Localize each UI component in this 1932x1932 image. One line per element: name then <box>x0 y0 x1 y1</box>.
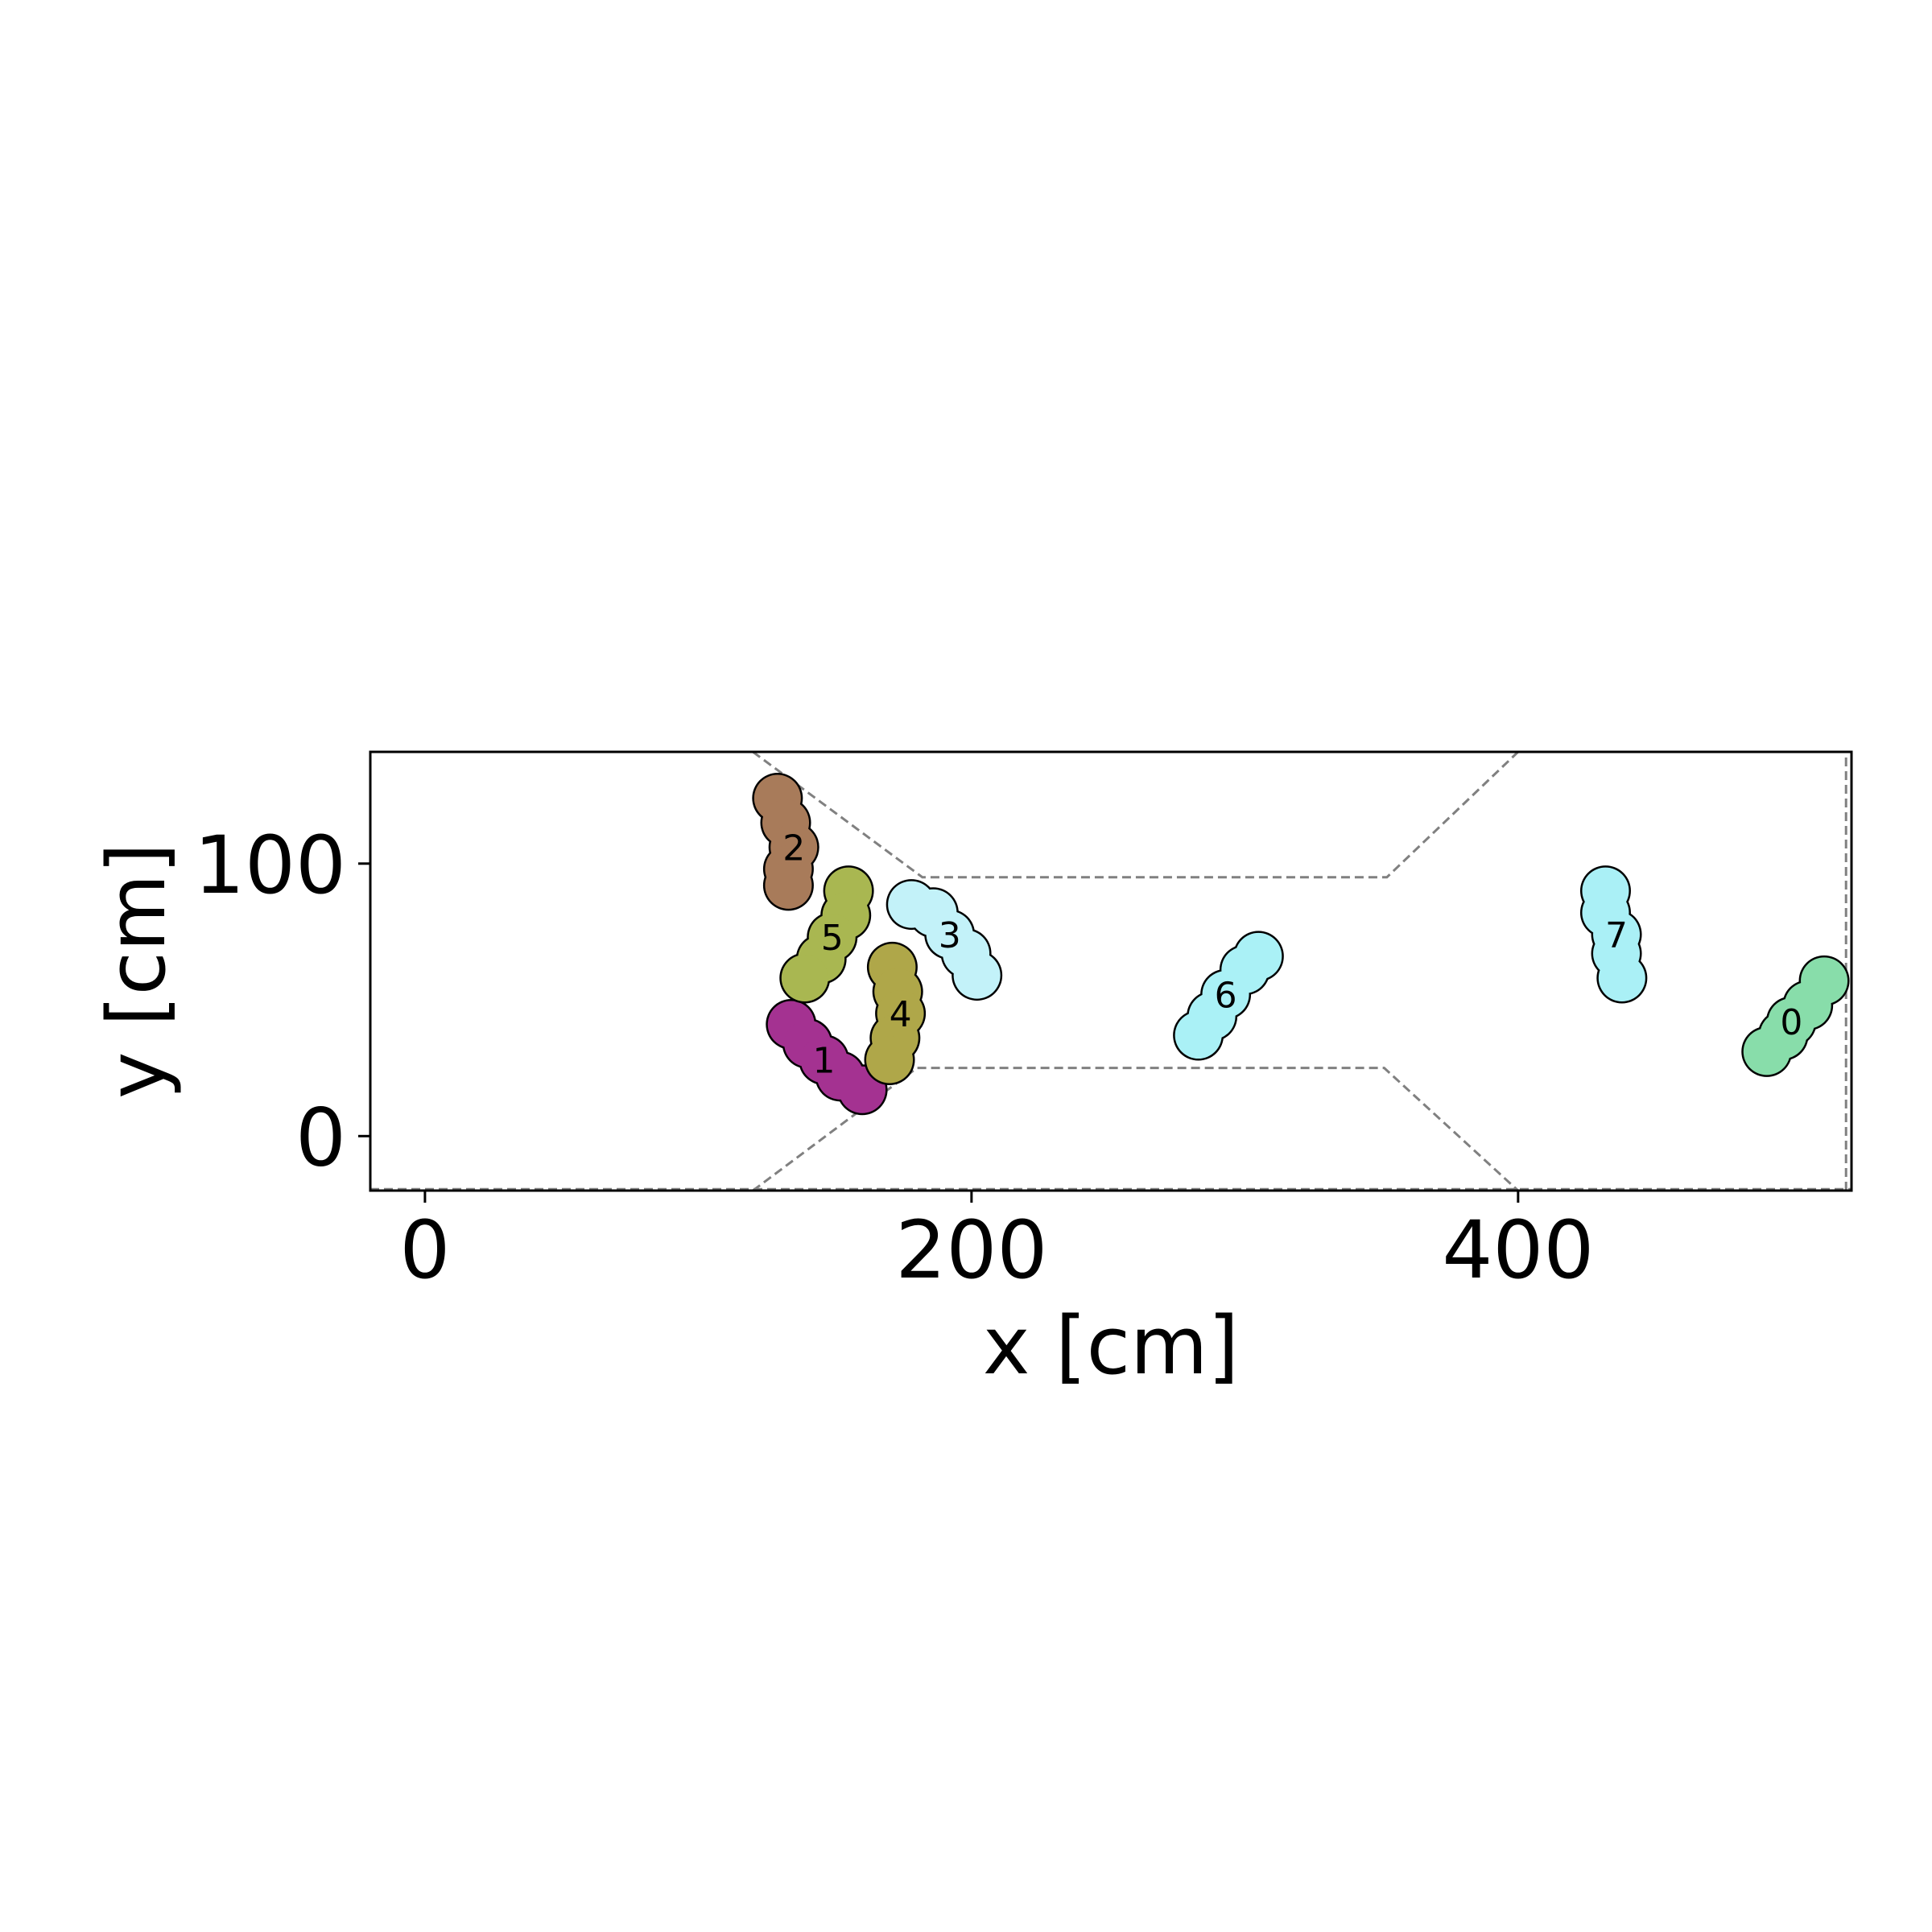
pedestrian-5 <box>779 865 874 1004</box>
x-tick-label: 0 <box>399 1204 450 1297</box>
pedestrian-4 <box>864 941 927 1086</box>
lower-wall <box>752 1067 1519 1191</box>
pedestrian-label-7: 7 <box>1605 915 1628 956</box>
pedestrian-7 <box>1579 865 1648 1004</box>
y-tick-label: 100 <box>194 819 346 912</box>
pedestrian-label-1: 1 <box>813 1041 836 1082</box>
pedestrian-5-body-4 <box>781 954 828 1001</box>
pedestrian-6 <box>1173 931 1284 1061</box>
pedestrian-label-6: 6 <box>1215 975 1237 1016</box>
pedestrian-label-layer: 0 1 2 34 5 6 7 <box>782 828 1802 1081</box>
pedestrian-2-body-4 <box>765 861 812 909</box>
pedestrian-0-body-4 <box>1743 1028 1790 1075</box>
pedestrian-2 <box>752 773 819 911</box>
pedestrian-label-2: 2 <box>782 828 805 869</box>
pedestrian-label-4: 4 <box>890 994 912 1035</box>
y-axis: 0 100 <box>194 819 370 1184</box>
plot-frame <box>369 750 1853 1192</box>
pedestrian-1 <box>766 999 888 1116</box>
pedestrian-3 <box>886 879 1003 1001</box>
pedestrian-7-body-4 <box>1598 954 1645 1001</box>
pedestrian-4-body-4 <box>866 1036 914 1084</box>
pedestrian-6-body-4 <box>1235 932 1282 980</box>
pedestrian-label-0: 0 <box>1780 1002 1802 1043</box>
pedestrian-layer <box>752 773 1850 1116</box>
x-axis: 0 200 400 <box>399 1191 1594 1297</box>
y-tick-label: 0 <box>295 1092 346 1184</box>
pedestrian-0 <box>1741 955 1850 1077</box>
pedestrian-label-3: 3 <box>939 915 961 956</box>
x-tick-label: 400 <box>1442 1204 1594 1297</box>
y-axis-label: y [cm] <box>91 843 184 1099</box>
upper-wall <box>752 752 1519 879</box>
pedestrian-label-5: 5 <box>821 918 844 959</box>
pedestrian-3-body-4 <box>953 952 1001 999</box>
x-tick-label: 200 <box>895 1204 1047 1297</box>
x-axis-label: x [cm] <box>983 1300 1239 1393</box>
